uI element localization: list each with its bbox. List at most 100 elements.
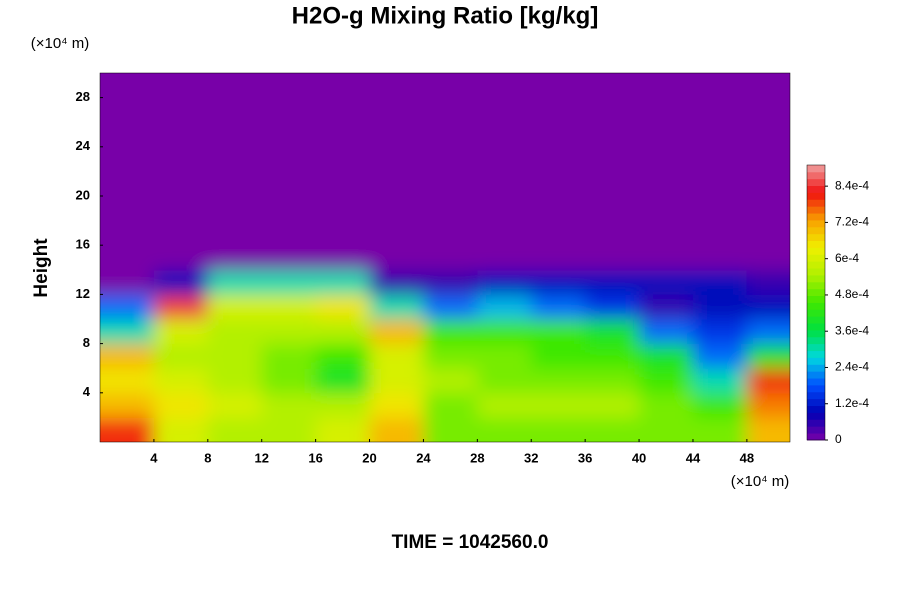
field-cells	[100, 73, 790, 442]
field-cell	[477, 269, 532, 295]
field-cell	[153, 269, 209, 295]
field-cell	[207, 269, 263, 295]
field-cell	[369, 73, 424, 99]
field-cell	[315, 319, 371, 345]
field-cell	[531, 122, 586, 148]
colorbar-swatch	[807, 240, 825, 248]
field-cell	[423, 368, 478, 394]
time-label: TIME = 1042560.0	[392, 532, 549, 553]
field-cell	[746, 319, 790, 345]
field-cell	[746, 73, 790, 99]
colorbar: 0 1.2e-4 2.4e-4 3.6e-4 4.8e-4 6e-4 7.2e-4 8.4e-…	[806, 164, 869, 446]
field-cell	[315, 220, 371, 246]
x-tick-label: 28	[470, 450, 484, 465]
field-cell	[261, 146, 317, 172]
field-cell	[207, 196, 263, 222]
colorbar-swatch	[807, 302, 825, 310]
y-tick-label: 16	[76, 237, 90, 252]
field-cell	[531, 196, 586, 222]
field-cell	[207, 122, 263, 148]
field-cell	[477, 417, 532, 442]
field-cell	[100, 196, 155, 222]
x-tick-label: 12	[254, 450, 268, 465]
field-cell	[207, 343, 263, 369]
field-cell	[585, 73, 640, 99]
field-cell	[261, 319, 317, 345]
colorbar-swatch	[807, 350, 825, 358]
colorbar-swatch	[807, 226, 825, 235]
field-cell	[585, 196, 640, 222]
field-cell	[746, 146, 790, 172]
field-cell	[153, 171, 209, 197]
field-cell	[639, 97, 694, 123]
field-cell	[746, 97, 790, 123]
field-cell	[423, 269, 478, 295]
plot-frame	[99, 72, 791, 443]
field-cell	[585, 146, 640, 172]
field-cell	[639, 73, 694, 99]
field-cell	[692, 171, 748, 197]
field-cell	[746, 171, 790, 197]
field-cell	[315, 392, 371, 418]
field-cell	[207, 171, 263, 197]
field-cell	[639, 146, 694, 172]
field-cell	[639, 392, 694, 418]
field-cell	[639, 368, 694, 394]
field-cell	[100, 343, 155, 369]
field-cell	[639, 269, 694, 295]
field-cell	[369, 294, 424, 320]
field-cell	[369, 97, 424, 123]
field-cell	[369, 171, 424, 197]
field-cell	[315, 245, 371, 271]
field-cell	[639, 343, 694, 369]
y-tick-label: 4	[83, 384, 91, 399]
field-cell	[477, 368, 532, 394]
field-cell	[315, 146, 371, 172]
field-cell	[746, 343, 790, 369]
colorbar-swatch	[807, 391, 825, 400]
y-tick-label: 24	[76, 138, 91, 153]
x-tick-label: 8	[204, 450, 211, 465]
field-cell	[315, 269, 371, 295]
field-cell	[100, 97, 155, 123]
field-cell	[746, 392, 790, 418]
field-cell	[369, 368, 424, 394]
field-cell	[315, 97, 371, 123]
colorbar-swatch	[807, 275, 825, 283]
colorbar-swatch	[807, 261, 825, 269]
colorbar-swatch	[807, 316, 825, 324]
colorbar-tick-label: 1.2e-4	[835, 396, 869, 410]
field-cell	[692, 417, 748, 442]
field-cell	[369, 269, 424, 295]
colorbar-swatch	[807, 288, 825, 297]
field-cell	[153, 146, 209, 172]
x-tick-label: 4	[150, 450, 158, 465]
field-cell	[153, 319, 209, 345]
field-cell	[531, 269, 586, 295]
field-cell	[261, 220, 317, 246]
colorbar-tick-label: 2.4e-4	[835, 360, 869, 374]
x-tick-label: 44	[686, 450, 701, 465]
field-cell	[153, 343, 209, 369]
field-cell	[261, 196, 317, 222]
field-cell	[639, 417, 694, 442]
field-cell	[423, 122, 478, 148]
field-cell	[423, 73, 478, 99]
field-cell	[100, 122, 155, 148]
field-cell	[531, 392, 586, 418]
field-cell	[585, 343, 640, 369]
field-cell	[531, 73, 586, 99]
colorbar-swatch	[807, 426, 825, 434]
y-unit: (×10⁴ m)	[31, 35, 90, 52]
field-cell	[153, 220, 209, 246]
field-cell	[423, 97, 478, 123]
field-cell	[531, 368, 586, 394]
field-cell	[207, 73, 263, 99]
field-cell	[261, 417, 317, 442]
field-cell	[369, 417, 424, 442]
field-cell	[531, 146, 586, 172]
colorbar-swatch	[807, 323, 825, 331]
colorbar-swatch	[807, 357, 825, 365]
